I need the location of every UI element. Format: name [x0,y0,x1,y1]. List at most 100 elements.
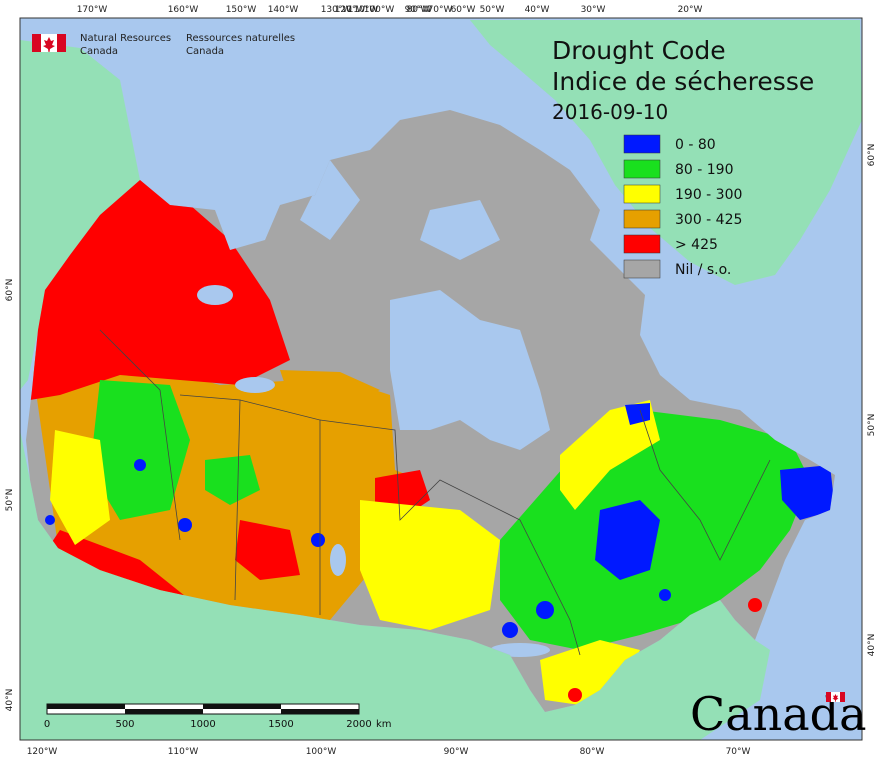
tick-label: 40°N [5,689,15,712]
class-0-80-quebec [595,500,660,580]
hudson-bay [390,290,550,450]
scale-label: 0 [44,719,50,730]
tick-label: 20°W [678,5,703,15]
scale-label: 500 [115,719,134,730]
tick-label: 90°W [405,5,430,15]
lake-winnipeg [330,544,346,576]
class-0-80-patch [45,515,55,525]
org-name-en-line2: Canada [80,46,118,57]
class-0-80-labrador [780,465,835,520]
canada-wordmark: Canada [690,687,867,741]
tick-label: 120°W [27,747,58,757]
legend-swatch [623,134,661,154]
class-80-190-west [90,380,190,520]
scale-bar: 0 500 1000 1500 2000 km [44,703,392,730]
tick-label: 110°W [348,5,379,15]
great-slave-lake [197,285,233,305]
bottom-longitude-ticks: 120°W 110°W 100°W 90°W 80°W 70°W [27,747,751,757]
legend-label: > 425 [675,237,718,253]
map-date: 2016-09-10 [552,100,668,124]
legend-swatch [623,259,661,279]
legend-item: 300 - 425 [623,209,742,229]
tick-label: 50°N [867,414,877,437]
org-name-en-line1: Natural Resources [80,33,171,44]
legend-label: 190 - 300 [675,187,742,203]
tick-label: 40°N [867,634,877,657]
tick-label: 50°W [480,5,505,15]
legend-swatch [623,184,661,204]
tick-label: 150°W [226,5,257,15]
tick-label: 30°W [581,5,606,15]
tick-label: 60°W [451,5,476,15]
map-frame [19,17,863,741]
tick-label: 110°W [168,747,199,757]
tick-label: 130°W [321,5,352,15]
province-borders [99,329,771,656]
legend-label: 0 - 80 [675,137,716,153]
left-latitude-ticks: 60°N 50°N 40°N [5,279,15,712]
tick-label: 60°N [867,144,877,167]
class-0-80-patch [659,589,671,601]
legend-label: 300 - 425 [675,212,742,228]
legend-label: Nil / s.o. [675,262,731,278]
tick-label: 60°N [5,279,15,302]
tick-label: 50°N [5,489,15,512]
class-190-300-central [360,500,500,630]
tick-label: 120°W [335,5,366,15]
legend-item: 80 - 190 [623,159,734,179]
class-over-425-patch [748,598,762,612]
greenland [470,20,862,285]
class-over-425-prairie [235,520,300,580]
scale-label: 2000 [346,719,371,730]
tick-label: 100°W [306,747,337,757]
nrcan-signature: Natural Resources Canada Ressources natu… [32,33,295,57]
map-title-en: Drought Code [552,36,726,65]
class-0-80-patch [311,533,325,547]
right-latitude-ticks: 60°N 50°N 40°N [867,144,877,657]
legend-swatch [623,159,661,179]
tick-label: 70°W [726,747,751,757]
class-0-80-north-quebec [625,403,650,425]
legend-item: 190 - 300 [623,184,742,204]
tick-label: 40°W [525,5,550,15]
class-over-425-patch [568,688,582,702]
legend: 0 - 80 80 - 190 190 - 300 300 - 425 > 42… [623,134,742,279]
class-0-80-patch [502,622,518,638]
scale-label: 1000 [190,719,215,730]
tick-label: 80°W [580,747,605,757]
map-title-fr: Indice de sécheresse [552,67,814,96]
arctic-channels [420,200,500,260]
class-0-80-patch [178,518,192,532]
class-0-80-patch [134,459,146,471]
legend-swatch [623,234,661,254]
class-over-425-region [30,170,290,400]
tick-label: 140°W [268,5,299,15]
canada-flag-icon [32,34,66,52]
legend-item: Nil / s.o. [623,259,731,279]
legend-item: 0 - 80 [623,134,716,154]
org-name-fr-line2: Canada [186,46,224,57]
legend-swatch [623,209,661,229]
tick-label: 70°W [428,5,453,15]
class-80-190-prairie [205,455,260,505]
tick-label: 100°W [364,5,395,15]
class-300-425-north [280,370,380,410]
arctic-channels [300,160,360,240]
tick-label: 80°W [407,5,432,15]
alaska [20,40,140,390]
usa [20,430,770,740]
tick-label: 170°W [77,5,108,15]
scale-label: 1500 [268,719,293,730]
org-name-fr-line1: Ressources naturelles [186,33,295,44]
tick-label: 90°W [444,747,469,757]
class-190-300-bc [50,430,110,545]
legend-label: 80 - 190 [675,162,734,178]
wordmark-flag-icon [826,692,845,702]
legend-item: > 425 [623,234,718,254]
tick-label: 160°W [168,5,199,15]
foreign-land [20,20,862,740]
class-190-300-east [560,400,660,510]
top-longitude-ticks: 170°W 160°W 150°W 140°W 130°W 120°W 110°… [77,5,703,15]
scale-unit: km [376,719,392,730]
